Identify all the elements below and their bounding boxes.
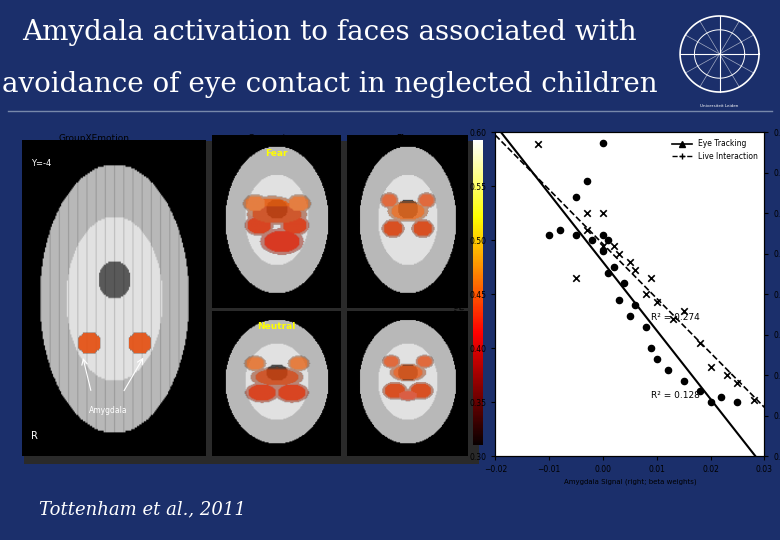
Point xyxy=(608,263,620,272)
Text: GroupXEmotion: GroupXEmotion xyxy=(58,134,129,144)
Point xyxy=(721,371,733,380)
Text: Amygdala: Amygdala xyxy=(89,406,127,415)
Text: Y=-4: Y=-4 xyxy=(31,159,51,168)
Point xyxy=(608,241,620,250)
Point xyxy=(619,279,631,288)
Point xyxy=(597,241,609,250)
Point xyxy=(586,236,598,245)
Point xyxy=(629,266,641,274)
Point xyxy=(704,363,717,372)
Point xyxy=(580,209,593,218)
Y-axis label: Eye-Tracking
(proportion of time in eye-contact): Eye-Tracking (proportion of time in eye-… xyxy=(453,234,466,355)
Point xyxy=(693,339,706,347)
Point xyxy=(651,355,663,363)
Point xyxy=(597,231,609,239)
Text: R: R xyxy=(31,430,38,441)
Point xyxy=(580,225,593,234)
Point xyxy=(602,236,615,245)
Point xyxy=(661,366,674,374)
Point xyxy=(597,247,609,255)
Point xyxy=(580,177,593,185)
Point xyxy=(732,398,744,407)
Text: Comparison: Comparison xyxy=(248,134,302,144)
Text: Amydala activation to faces associated with: Amydala activation to faces associated w… xyxy=(22,19,636,46)
Point xyxy=(693,387,706,396)
Point xyxy=(677,376,690,385)
Point xyxy=(602,268,615,277)
Point xyxy=(613,295,626,304)
Point xyxy=(624,258,636,266)
Point xyxy=(747,395,760,404)
Text: Universiteit Leiden: Universiteit Leiden xyxy=(700,104,739,108)
Point xyxy=(732,379,744,388)
Point xyxy=(597,209,609,218)
Point xyxy=(597,139,609,147)
Point xyxy=(570,274,583,282)
X-axis label: Amygdala Signal (right; beta weights): Amygdala Signal (right; beta weights) xyxy=(563,478,697,485)
FancyBboxPatch shape xyxy=(24,141,479,464)
Text: R² = 0.128: R² = 0.128 xyxy=(651,391,700,400)
Point xyxy=(624,312,636,320)
Point xyxy=(570,231,583,239)
Point xyxy=(704,398,717,407)
Text: Tottenham et al., 2011: Tottenham et al., 2011 xyxy=(39,501,246,518)
Point xyxy=(667,314,679,323)
Point xyxy=(715,393,728,401)
Point xyxy=(640,322,652,331)
Point xyxy=(532,140,544,149)
Text: PI: PI xyxy=(396,134,404,144)
Point xyxy=(677,306,690,315)
Point xyxy=(613,249,626,258)
Point xyxy=(543,231,555,239)
Text: Neutral: Neutral xyxy=(257,322,296,331)
Legend: Eye Tracking, Live Interaction: Eye Tracking, Live Interaction xyxy=(669,136,760,164)
Point xyxy=(629,301,641,309)
Text: PI: PI xyxy=(396,134,404,144)
Text: R² = 0.274: R² = 0.274 xyxy=(651,313,700,322)
Point xyxy=(645,274,658,282)
Point xyxy=(640,290,652,299)
Point xyxy=(651,298,663,307)
Point xyxy=(554,225,566,234)
Point xyxy=(645,344,658,353)
Text: Fear: Fear xyxy=(265,149,288,158)
Text: avoidance of eye contact in neglected children: avoidance of eye contact in neglected ch… xyxy=(2,71,658,98)
Point xyxy=(570,193,583,201)
